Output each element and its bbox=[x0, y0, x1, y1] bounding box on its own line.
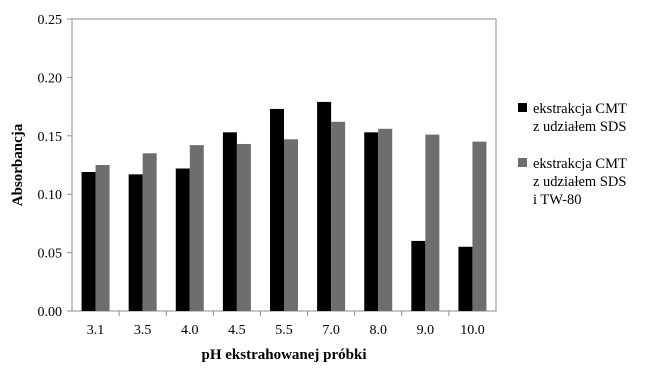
x-tick-label-1: 3.5 bbox=[134, 323, 152, 338]
y-tick-label-5: 0.25 bbox=[38, 13, 63, 28]
bar-series1-7.0 bbox=[317, 101, 332, 311]
bar-series1-10.0 bbox=[458, 246, 473, 311]
bar-series1-4.5 bbox=[222, 132, 237, 311]
x-tick-label-3: 4.5 bbox=[228, 323, 246, 338]
x-tick-label-6: 8.0 bbox=[369, 323, 387, 338]
bar-series1-3.5 bbox=[128, 174, 143, 311]
bar-series1-8.0 bbox=[364, 132, 379, 311]
legend-label-1-line-2: z udziałem SDS bbox=[533, 119, 626, 135]
x-tick-label-4: 5.5 bbox=[275, 323, 293, 338]
bar-series2-10.0 bbox=[472, 141, 487, 311]
legend-swatch-2 bbox=[518, 158, 527, 167]
y-axis-title: Absorbancja bbox=[10, 123, 26, 206]
bar-series2-9.0 bbox=[425, 134, 440, 311]
bar-series2-4.0 bbox=[189, 145, 204, 311]
x-tick-label-7: 9.0 bbox=[417, 323, 435, 338]
bar-series1-4.0 bbox=[175, 168, 190, 311]
bar-series2-3.5 bbox=[142, 153, 157, 311]
bar-series2-7.0 bbox=[331, 121, 346, 311]
bar-series1-5.5 bbox=[270, 108, 284, 311]
legend-swatch-1 bbox=[518, 103, 527, 112]
bar-series2-3.1 bbox=[95, 165, 110, 311]
y-tick-label-2: 0.10 bbox=[38, 188, 63, 203]
y-tick-label-3: 0.15 bbox=[38, 130, 63, 145]
bar-series2-5.5 bbox=[284, 139, 298, 311]
x-tick-label-5: 7.0 bbox=[322, 323, 340, 338]
legend-label-2-line-2: z udziałem SDS bbox=[533, 174, 626, 190]
bar-series2-8.0 bbox=[378, 128, 393, 311]
bar-series1-3.1 bbox=[81, 172, 96, 311]
x-tick-label-2: 4.0 bbox=[181, 323, 199, 338]
x-axis-title: pH ekstrahowanej próbki bbox=[201, 347, 366, 363]
y-tick-label-1: 0.05 bbox=[38, 247, 63, 262]
legend-label-2-line-1: ekstrakcja CMT bbox=[533, 156, 627, 172]
legend-label-1-line-1: ekstrakcja CMT bbox=[533, 101, 627, 117]
bar-series2-4.5 bbox=[236, 143, 251, 311]
bar-series1-9.0 bbox=[411, 240, 426, 311]
x-tick-label-8: 10.0 bbox=[460, 323, 485, 338]
legend-label-2-line-3: i TW-80 bbox=[533, 192, 581, 208]
y-tick-label-0: 0.00 bbox=[38, 305, 63, 320]
x-tick-label-0: 3.1 bbox=[87, 323, 105, 338]
y-tick-label-4: 0.20 bbox=[38, 71, 63, 86]
